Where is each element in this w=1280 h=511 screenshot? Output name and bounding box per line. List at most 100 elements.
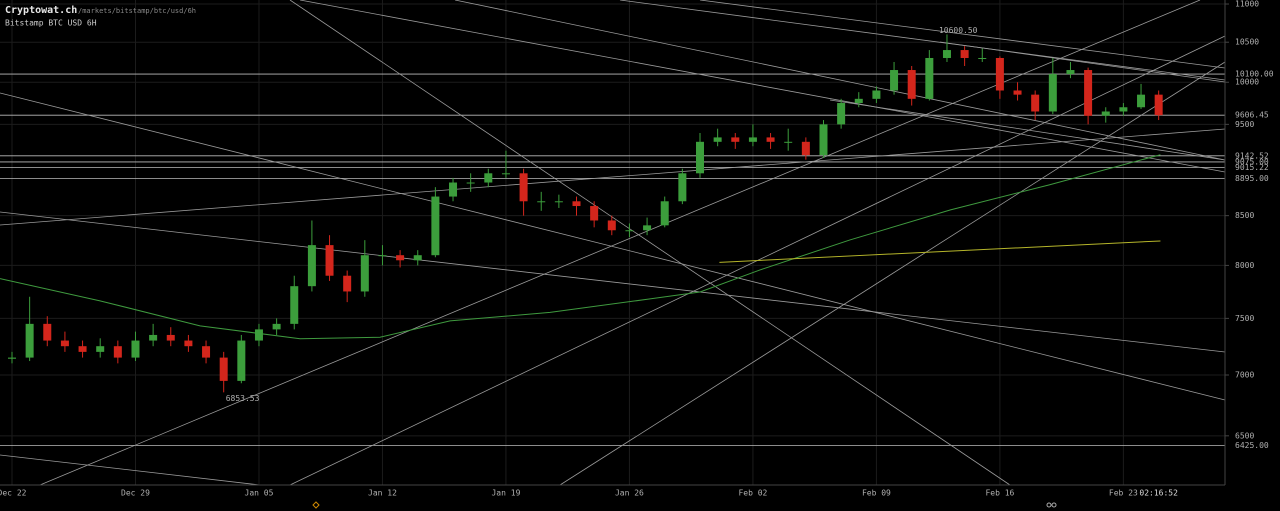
candle-body — [1101, 111, 1110, 116]
market-path: /markets/bitstamp/btc/usd/6h — [78, 7, 196, 15]
y-tick-label: 10500 — [1235, 38, 1259, 47]
candle-body — [1013, 90, 1022, 95]
y-tick-label: 6500 — [1235, 431, 1254, 440]
candle-body — [254, 329, 263, 341]
candle-body — [1119, 107, 1128, 112]
candle-body — [307, 245, 316, 287]
candle-body — [696, 141, 704, 174]
candle-body — [978, 57, 987, 59]
x-tick-label: Jan 19 — [491, 489, 520, 498]
price-line-label: 10100.00 — [1235, 70, 1274, 79]
trend-line — [0, 211, 1226, 353]
candle-body — [766, 137, 775, 142]
candle-body — [1031, 94, 1040, 112]
candle-body — [166, 334, 175, 341]
candle-body — [343, 275, 352, 292]
candle-body — [837, 103, 846, 125]
x-tick-label: Feb 09 — [862, 489, 891, 498]
candle-body — [960, 50, 969, 58]
candle-body — [449, 182, 458, 197]
candle-body — [396, 255, 405, 261]
candle-body — [554, 201, 563, 203]
candle-body — [1137, 94, 1146, 108]
y-tick-label: 9500 — [1235, 120, 1254, 129]
y-tick-label: 11000 — [1235, 0, 1259, 9]
candle-body — [801, 141, 810, 156]
candle-body — [237, 340, 246, 381]
trend-line — [0, 128, 1226, 226]
candle-body — [378, 255, 387, 257]
candle-body — [113, 346, 122, 358]
trend-line — [939, 41, 1226, 83]
candle-body — [184, 340, 193, 347]
candle-body — [413, 255, 422, 261]
event-icon[interactable] — [1046, 502, 1052, 508]
trend-line — [559, 61, 1226, 486]
candle-body — [43, 323, 52, 341]
marks — [0, 34, 1163, 393]
trend-line — [289, 0, 1011, 486]
x-tick-label: Feb 02 — [738, 489, 767, 498]
candle-body — [890, 70, 899, 91]
moving-average — [0, 154, 1161, 340]
candle-body — [854, 98, 863, 104]
candle-body — [501, 173, 510, 175]
x-tick-label: Jan 12 — [368, 489, 397, 498]
price-line-label: 9142.52 — [1235, 151, 1269, 160]
candle-body — [784, 141, 793, 143]
candle-body — [484, 173, 493, 183]
y-tick-label: 8000 — [1235, 261, 1254, 270]
grid — [0, 0, 1225, 485]
market-name: Bitstamp BTC USD 6H — [5, 19, 97, 28]
trend-line — [0, 92, 1226, 401]
candle-body — [942, 50, 951, 58]
candle-body — [643, 225, 652, 231]
x-tick-label: Jan 05 — [245, 489, 274, 498]
y-tick-label: 10000 — [1235, 78, 1259, 87]
trend-line — [0, 454, 261, 486]
candle-body — [25, 323, 34, 358]
candle-body — [925, 57, 934, 99]
x-tick-label: Dec 29 — [121, 489, 150, 498]
candle-body — [713, 137, 722, 142]
candle-body — [290, 286, 299, 324]
candle-body — [572, 201, 581, 207]
candle-body — [607, 220, 616, 231]
extreme-label: 10600.50 — [939, 26, 978, 35]
candle-body — [272, 323, 281, 330]
x-tick-label: Dec 22 — [0, 489, 27, 498]
site-name[interactable]: Cryptowat.ch — [5, 5, 77, 16]
moving-average — [719, 240, 1161, 263]
trend-line — [829, 99, 1226, 161]
trend-line — [299, 0, 1226, 173]
price-line-label: 9606.45 — [1235, 111, 1269, 120]
price-line-label: 9075.00 — [1235, 157, 1269, 166]
candle-body — [78, 346, 87, 352]
candle-body — [1084, 70, 1093, 116]
candle-body — [660, 201, 669, 226]
candle-body — [149, 334, 158, 341]
candle-body — [60, 340, 69, 347]
candle-body — [748, 137, 757, 142]
candle-body — [819, 124, 828, 156]
candle-body — [537, 201, 546, 203]
candle-body — [466, 182, 475, 184]
candle-body — [907, 70, 916, 99]
y-tick-label: 7500 — [1235, 314, 1254, 323]
candle-body — [731, 137, 740, 142]
time-label: 02:16:52 — [1139, 489, 1178, 498]
candle-body — [1048, 74, 1057, 112]
x-tick-label: Feb 16 — [985, 489, 1014, 498]
candle-body — [202, 346, 211, 358]
price-line-label: 8895.00 — [1235, 174, 1269, 183]
y-tick-label: 7000 — [1235, 370, 1254, 379]
trend-line — [454, 0, 1226, 161]
candle-body — [131, 340, 140, 358]
event-icon[interactable] — [1051, 502, 1057, 508]
extreme-label: 6853.53 — [226, 394, 260, 403]
candle-body — [96, 346, 105, 352]
candle-body — [7, 357, 16, 359]
event-icon[interactable] — [312, 501, 320, 509]
